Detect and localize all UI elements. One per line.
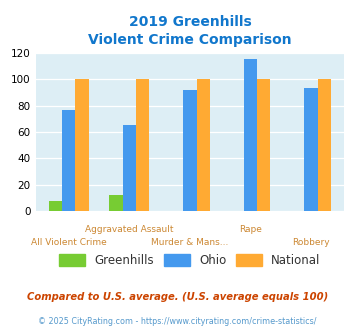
Bar [136, 79, 149, 211]
Bar [109, 195, 123, 211]
Text: Rape: Rape [239, 225, 262, 234]
Bar [76, 79, 89, 211]
Bar [123, 125, 136, 211]
Bar [49, 201, 62, 211]
Bar [318, 79, 331, 211]
Title: 2019 Greenhills
Violent Crime Comparison: 2019 Greenhills Violent Crime Comparison [88, 15, 292, 48]
Text: Murder & Mans...: Murder & Mans... [151, 238, 229, 247]
Bar [197, 79, 210, 211]
Bar [183, 90, 197, 211]
Text: All Violent Crime: All Violent Crime [31, 238, 107, 247]
Bar [244, 59, 257, 211]
Text: Robbery: Robbery [292, 238, 330, 247]
Bar [304, 88, 318, 211]
Bar [257, 79, 271, 211]
Text: © 2025 CityRating.com - https://www.cityrating.com/crime-statistics/: © 2025 CityRating.com - https://www.city… [38, 317, 317, 326]
Legend: Greenhills, Ohio, National: Greenhills, Ohio, National [55, 249, 325, 272]
Bar [62, 110, 76, 211]
Text: Compared to U.S. average. (U.S. average equals 100): Compared to U.S. average. (U.S. average … [27, 292, 328, 302]
Text: Aggravated Assault: Aggravated Assault [85, 225, 174, 234]
